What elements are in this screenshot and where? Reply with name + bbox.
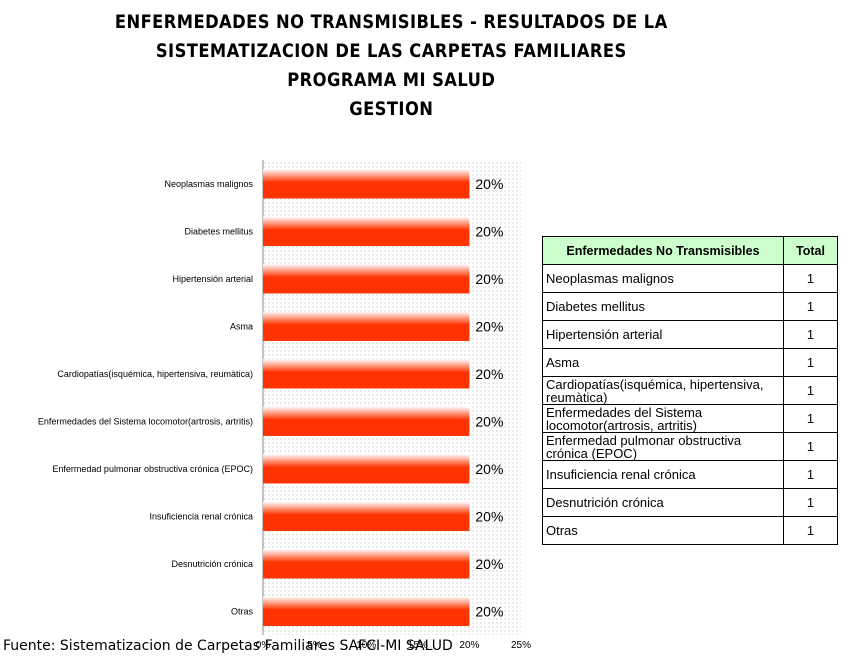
x-tick-label: 5%	[307, 640, 322, 650]
table-header-disease: Enfermedades No Transmisibles	[542, 236, 784, 265]
table-cell-total: 1	[783, 348, 838, 377]
table-cell-disease: Asma	[542, 348, 784, 377]
x-tick-label: 20%	[459, 640, 479, 650]
bar-chart: 20% Neoplasmas malignos 20% Diabetes mellit…	[38, 160, 531, 650]
table-cell-total: 1	[783, 460, 838, 489]
table-row: Otras 1	[542, 516, 838, 545]
data-label: 20%	[475, 413, 503, 429]
table-cell-total: 1	[783, 320, 838, 349]
diseases-table: Enfermedades No Transmisibles Total Neop…	[542, 236, 838, 545]
table-cell-disease: Insuficiencia renal crónica	[542, 460, 784, 489]
table-row: Cardiopatías(isquémica, hipertensiva, re…	[542, 376, 838, 405]
category-label: Diabetes mellitus	[184, 226, 253, 236]
table-cell-total: 1	[783, 376, 838, 405]
category-label: Neoplasmas malignos	[164, 179, 253, 189]
bar	[263, 596, 470, 626]
table-row: Asma 1	[542, 348, 838, 377]
bar	[263, 311, 470, 341]
title-line-2: SISTEMATIZACION DE LAS CARPETAS FAMILIAR…	[155, 40, 627, 62]
bar	[263, 454, 470, 484]
x-tick-label: 10%	[356, 640, 376, 650]
x-tick-label: 25%	[511, 640, 531, 650]
table-cell-disease: Hipertensión arterial	[542, 320, 784, 349]
bar	[263, 359, 470, 389]
category-label: Asma	[230, 321, 253, 331]
title-line-4: GESTION	[349, 98, 434, 120]
data-label: 20%	[475, 176, 503, 192]
table-row: Enfermedad pulmonar obstructiva crónica …	[542, 432, 838, 461]
bar	[263, 406, 470, 436]
table-row: Insuficiencia renal crónica 1	[542, 460, 838, 489]
data-label: 20%	[475, 461, 503, 477]
title-line-3: PROGRAMA MI SALUD	[287, 69, 496, 91]
table-cell-total: 1	[783, 292, 838, 321]
category-label: Cardiopatías(isquémica, hipertensiva, re…	[57, 369, 253, 379]
table-cell-disease: Enfermedad pulmonar obstructiva crónica …	[542, 432, 784, 461]
table-row: Diabetes mellitus 1	[542, 292, 838, 321]
data-label: 20%	[475, 556, 503, 572]
table-row: Desnutrición crónica 1	[542, 488, 838, 517]
table-cell-total: 1	[783, 404, 838, 433]
data-label: 20%	[475, 318, 503, 334]
bar	[263, 216, 470, 246]
category-label: Enfermedad pulmonar obstructiva crónica …	[52, 464, 253, 474]
data-label: 20%	[475, 603, 503, 619]
bar	[263, 501, 470, 531]
table-cell-disease: Cardiopatías(isquémica, hipertensiva, re…	[542, 376, 784, 405]
table-row: Neoplasmas malignos 1	[542, 264, 838, 293]
table-cell-disease: Otras	[542, 516, 784, 545]
data-label: 20%	[475, 508, 503, 524]
data-label: 20%	[475, 223, 503, 239]
category-label: Enfermedades del Sistema locomotor(artro…	[38, 416, 253, 426]
data-label: 20%	[475, 271, 503, 287]
table-row: Hipertensión arterial 1	[542, 320, 838, 349]
category-label: Desnutrición crónica	[171, 559, 253, 569]
category-label: Hipertensión arterial	[172, 274, 253, 284]
table-cell-disease: Enfermedades del Sistema locomotor(artro…	[542, 404, 784, 433]
chart-title: ENFERMEDADES NO TRANSMISIBLES - RESULTAD…	[0, 8, 783, 124]
table-row: Enfermedades del Sistema locomotor(artro…	[542, 404, 838, 433]
x-tick-label: 15%	[408, 640, 428, 650]
source-note: Fuente: Sistematizacion de Carpetas Fami…	[3, 638, 453, 654]
title-line-1: ENFERMEDADES NO TRANSMISIBLES - RESULTAD…	[114, 11, 668, 33]
category-label: Insuficiencia renal crónica	[149, 511, 253, 521]
table-header-row: Enfermedades No Transmisibles Total	[542, 236, 838, 265]
table-cell-disease: Desnutrición crónica	[542, 488, 784, 517]
data-label: 20%	[475, 366, 503, 382]
bar	[263, 549, 470, 579]
table-cell-total: 1	[783, 264, 838, 293]
table-header-total: Total	[783, 236, 838, 265]
x-tick-label: 0%	[256, 640, 271, 650]
table-cell-total: 1	[783, 432, 838, 461]
table-cell-disease: Neoplasmas malignos	[542, 264, 784, 293]
table-cell-total: 1	[783, 488, 838, 517]
bar	[263, 264, 470, 294]
table-cell-total: 1	[783, 516, 838, 545]
table-cell-disease: Diabetes mellitus	[542, 292, 784, 321]
category-label: Otras	[231, 606, 254, 616]
bar	[263, 169, 470, 199]
